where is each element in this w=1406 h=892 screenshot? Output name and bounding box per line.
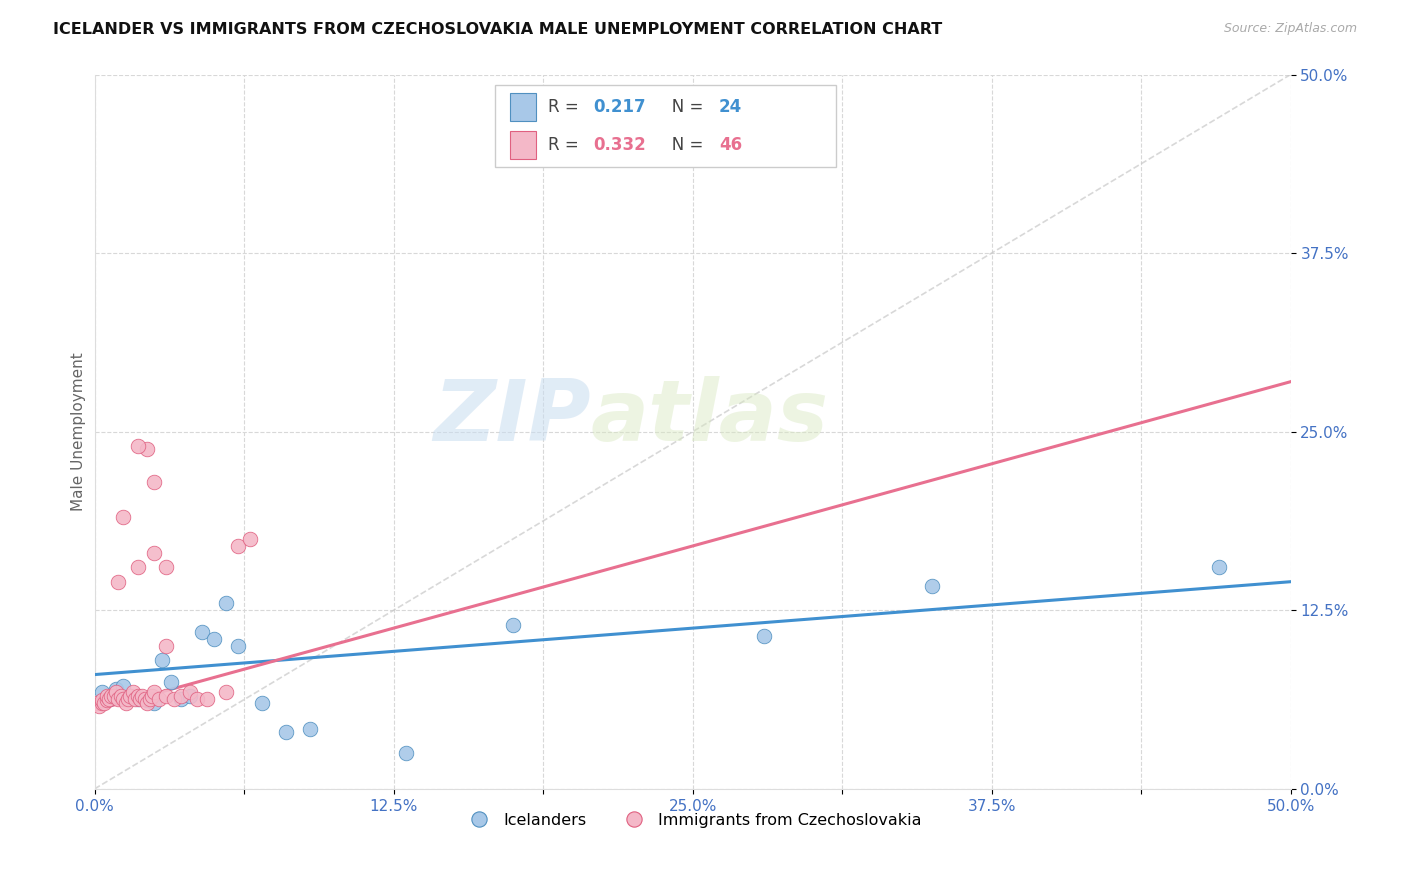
Point: [170, 689, 193, 703]
FancyBboxPatch shape: [509, 130, 536, 159]
Point: [112, 510, 135, 524]
Text: atlas: atlas: [591, 376, 830, 458]
Point: [143, 696, 166, 710]
Point: [90, 684, 112, 698]
Point: [127, 560, 149, 574]
Point: [1208, 560, 1230, 574]
Point: [136, 442, 159, 456]
Point: [110, 689, 132, 703]
Point: [191, 624, 214, 639]
Point: [121, 684, 143, 698]
FancyBboxPatch shape: [509, 93, 536, 121]
Point: [107, 691, 129, 706]
Point: [179, 684, 201, 698]
Point: [127, 691, 149, 706]
Text: ZIP: ZIP: [433, 376, 591, 458]
FancyBboxPatch shape: [495, 86, 837, 168]
Y-axis label: Male Unemployment: Male Unemployment: [72, 352, 86, 511]
Point: [179, 689, 201, 703]
Point: [124, 691, 146, 706]
Point: [129, 691, 152, 706]
Text: R =: R =: [548, 98, 583, 116]
Text: N =: N =: [655, 136, 709, 154]
Text: R =: R =: [548, 136, 583, 154]
Point: [96, 693, 118, 707]
Point: [150, 653, 173, 667]
Text: 0.332: 0.332: [593, 136, 647, 154]
Point: [298, 722, 321, 736]
Point: [155, 639, 177, 653]
Point: [921, 579, 943, 593]
Point: [274, 724, 297, 739]
Point: [97, 691, 120, 706]
Point: [117, 691, 139, 706]
Point: [96, 689, 118, 703]
Point: [97, 691, 120, 706]
Point: [136, 696, 159, 710]
Point: [226, 539, 249, 553]
Point: [134, 691, 156, 706]
Point: [226, 639, 249, 653]
Point: [105, 681, 128, 696]
Point: [90, 693, 112, 707]
Point: [112, 691, 135, 706]
Text: 24: 24: [718, 98, 742, 116]
Point: [105, 684, 128, 698]
Point: [215, 684, 238, 698]
Point: [162, 691, 184, 706]
Text: 0.217: 0.217: [593, 98, 645, 116]
Text: Source: ZipAtlas.com: Source: ZipAtlas.com: [1223, 22, 1357, 36]
Point: [103, 689, 125, 703]
Point: [112, 679, 135, 693]
Point: [89, 698, 111, 713]
Legend: Icelanders, Immigrants from Czechoslovakia: Icelanders, Immigrants from Czechoslovak…: [457, 806, 928, 834]
Point: [120, 689, 142, 703]
Point: [141, 689, 163, 703]
Point: [120, 689, 142, 703]
Point: [202, 632, 225, 646]
Point: [138, 691, 160, 706]
Point: [127, 439, 149, 453]
Point: [195, 691, 218, 706]
Point: [93, 696, 115, 710]
Point: [250, 696, 273, 710]
Point: [155, 689, 177, 703]
Point: [86, 696, 108, 710]
Point: [143, 684, 166, 698]
Point: [160, 674, 183, 689]
Point: [143, 546, 166, 560]
Point: [90, 696, 112, 710]
Point: [131, 689, 153, 703]
Point: [136, 693, 159, 707]
Point: [107, 574, 129, 589]
Point: [170, 691, 193, 706]
Point: [215, 596, 238, 610]
Point: [239, 532, 262, 546]
Point: [100, 689, 122, 703]
Text: N =: N =: [655, 98, 709, 116]
Point: [143, 475, 166, 489]
Point: [114, 696, 136, 710]
Point: [127, 689, 149, 703]
Text: 46: 46: [718, 136, 742, 154]
Point: [754, 629, 776, 643]
Text: ICELANDER VS IMMIGRANTS FROM CZECHOSLOVAKIA MALE UNEMPLOYMENT CORRELATION CHART: ICELANDER VS IMMIGRANTS FROM CZECHOSLOVA…: [53, 22, 942, 37]
Point: [394, 746, 416, 760]
Point: [148, 691, 170, 706]
Point: [502, 617, 524, 632]
Point: [186, 691, 208, 706]
Point: [155, 560, 177, 574]
